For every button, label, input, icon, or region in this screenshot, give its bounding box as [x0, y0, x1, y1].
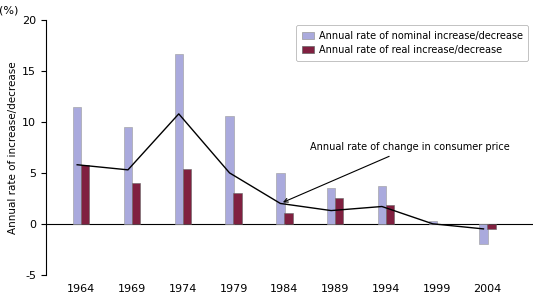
- Bar: [335, 198, 343, 224]
- Bar: [73, 107, 81, 224]
- Bar: [81, 165, 89, 224]
- Bar: [479, 224, 488, 244]
- Y-axis label: Annual rate of increase/decrease: Annual rate of increase/decrease: [8, 61, 17, 234]
- Bar: [276, 173, 284, 224]
- Bar: [174, 54, 183, 224]
- Bar: [124, 127, 132, 224]
- Bar: [386, 206, 394, 224]
- Bar: [225, 116, 234, 224]
- Legend: Annual rate of nominal increase/decrease, Annual rate of real increase/decrease: Annual rate of nominal increase/decrease…: [296, 25, 529, 61]
- Bar: [233, 193, 242, 224]
- Bar: [327, 188, 335, 224]
- Bar: [284, 213, 293, 224]
- Text: (%): (%): [0, 5, 19, 15]
- Bar: [378, 186, 386, 224]
- Bar: [428, 221, 437, 224]
- Text: Annual rate of change in consumer price: Annual rate of change in consumer price: [284, 142, 510, 202]
- Bar: [132, 183, 140, 224]
- Bar: [487, 224, 496, 229]
- Bar: [183, 169, 191, 224]
